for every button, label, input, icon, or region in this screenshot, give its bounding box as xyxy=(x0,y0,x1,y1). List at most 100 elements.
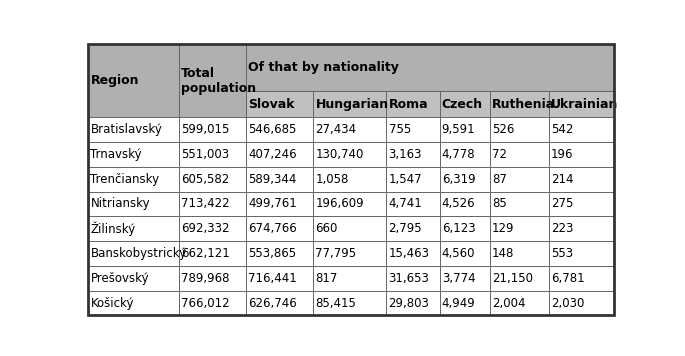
Text: Ukrainian: Ukrainian xyxy=(551,98,619,111)
Text: 4,560: 4,560 xyxy=(442,247,475,260)
Bar xyxy=(490,216,549,241)
Bar xyxy=(386,291,440,315)
Bar xyxy=(246,91,313,117)
Bar xyxy=(246,291,313,315)
Text: 196,609: 196,609 xyxy=(316,198,364,210)
Text: 526: 526 xyxy=(492,123,514,136)
Text: 223: 223 xyxy=(551,222,573,235)
Text: 130,740: 130,740 xyxy=(316,148,364,161)
Text: 605,582: 605,582 xyxy=(181,173,229,186)
Text: 3,774: 3,774 xyxy=(442,272,475,285)
Bar xyxy=(490,167,549,192)
Text: 2,004: 2,004 xyxy=(492,297,525,310)
Text: 6,781: 6,781 xyxy=(551,272,584,285)
Bar xyxy=(386,216,440,241)
Bar xyxy=(88,291,179,315)
Text: Košický: Košický xyxy=(90,297,134,310)
Bar xyxy=(386,167,440,192)
Text: Trnavský: Trnavský xyxy=(90,148,142,161)
Bar xyxy=(549,142,614,167)
Bar xyxy=(386,266,440,291)
Text: Total
population: Total population xyxy=(181,67,256,95)
Bar xyxy=(440,91,490,117)
Bar xyxy=(386,192,440,216)
Bar xyxy=(386,241,440,266)
Text: 6,123: 6,123 xyxy=(442,222,475,235)
Bar xyxy=(246,142,313,167)
Bar xyxy=(179,44,246,117)
Bar xyxy=(88,192,179,216)
Bar xyxy=(179,291,246,315)
Bar xyxy=(440,192,490,216)
Bar xyxy=(313,266,386,291)
Bar xyxy=(549,291,614,315)
Bar xyxy=(88,117,179,142)
Bar xyxy=(313,117,386,142)
Text: 29,803: 29,803 xyxy=(388,297,429,310)
Text: 407,246: 407,246 xyxy=(248,148,297,161)
Bar xyxy=(440,167,490,192)
Text: 31,653: 31,653 xyxy=(388,272,429,285)
Text: 589,344: 589,344 xyxy=(248,173,297,186)
Text: 542: 542 xyxy=(551,123,573,136)
Bar xyxy=(179,117,246,142)
Text: 553,865: 553,865 xyxy=(248,247,296,260)
Bar xyxy=(88,266,179,291)
Bar xyxy=(246,44,614,91)
Text: 87: 87 xyxy=(492,173,507,186)
Text: 214: 214 xyxy=(551,173,573,186)
Bar xyxy=(440,241,490,266)
Text: 3,163: 3,163 xyxy=(388,148,422,161)
Text: 692,332: 692,332 xyxy=(181,222,229,235)
Bar xyxy=(313,192,386,216)
Text: 660: 660 xyxy=(316,222,338,235)
Bar xyxy=(549,167,614,192)
Text: 662,121: 662,121 xyxy=(181,247,229,260)
Bar xyxy=(549,192,614,216)
Text: 674,766: 674,766 xyxy=(248,222,297,235)
Bar xyxy=(490,117,549,142)
Text: 499,761: 499,761 xyxy=(248,198,297,210)
Bar xyxy=(490,142,549,167)
Bar xyxy=(246,216,313,241)
Text: 275: 275 xyxy=(551,198,573,210)
Text: 789,968: 789,968 xyxy=(181,272,229,285)
Text: 4,526: 4,526 xyxy=(442,198,475,210)
Bar xyxy=(246,117,313,142)
Text: Czech: Czech xyxy=(442,98,483,111)
Text: Hungarian: Hungarian xyxy=(316,98,388,111)
Bar xyxy=(88,167,179,192)
Text: Roma: Roma xyxy=(388,98,428,111)
Bar xyxy=(313,241,386,266)
Text: 1,547: 1,547 xyxy=(388,173,422,186)
Text: 77,795: 77,795 xyxy=(316,247,357,260)
Text: Slovak: Slovak xyxy=(248,98,295,111)
Text: 27,434: 27,434 xyxy=(316,123,357,136)
Bar xyxy=(490,91,549,117)
Bar xyxy=(246,167,313,192)
Text: 4,778: 4,778 xyxy=(442,148,475,161)
Text: 4,949: 4,949 xyxy=(442,297,475,310)
Bar xyxy=(313,216,386,241)
Text: 713,422: 713,422 xyxy=(181,198,229,210)
Text: 716,441: 716,441 xyxy=(248,272,297,285)
Text: 129: 129 xyxy=(492,222,514,235)
Bar xyxy=(440,291,490,315)
Text: 4,741: 4,741 xyxy=(388,198,423,210)
Bar xyxy=(313,291,386,315)
Bar xyxy=(313,167,386,192)
Bar xyxy=(490,192,549,216)
Bar xyxy=(88,241,179,266)
Text: Bratislavský: Bratislavský xyxy=(90,123,162,136)
Bar xyxy=(440,266,490,291)
Bar xyxy=(490,266,549,291)
Bar xyxy=(386,91,440,117)
Text: Trenčiansky: Trenčiansky xyxy=(90,173,160,186)
Bar xyxy=(549,241,614,266)
Bar xyxy=(549,117,614,142)
Text: 15,463: 15,463 xyxy=(388,247,429,260)
Text: 85,415: 85,415 xyxy=(316,297,356,310)
Text: 599,015: 599,015 xyxy=(181,123,229,136)
Text: Nitriansky: Nitriansky xyxy=(90,198,150,210)
Bar xyxy=(313,142,386,167)
